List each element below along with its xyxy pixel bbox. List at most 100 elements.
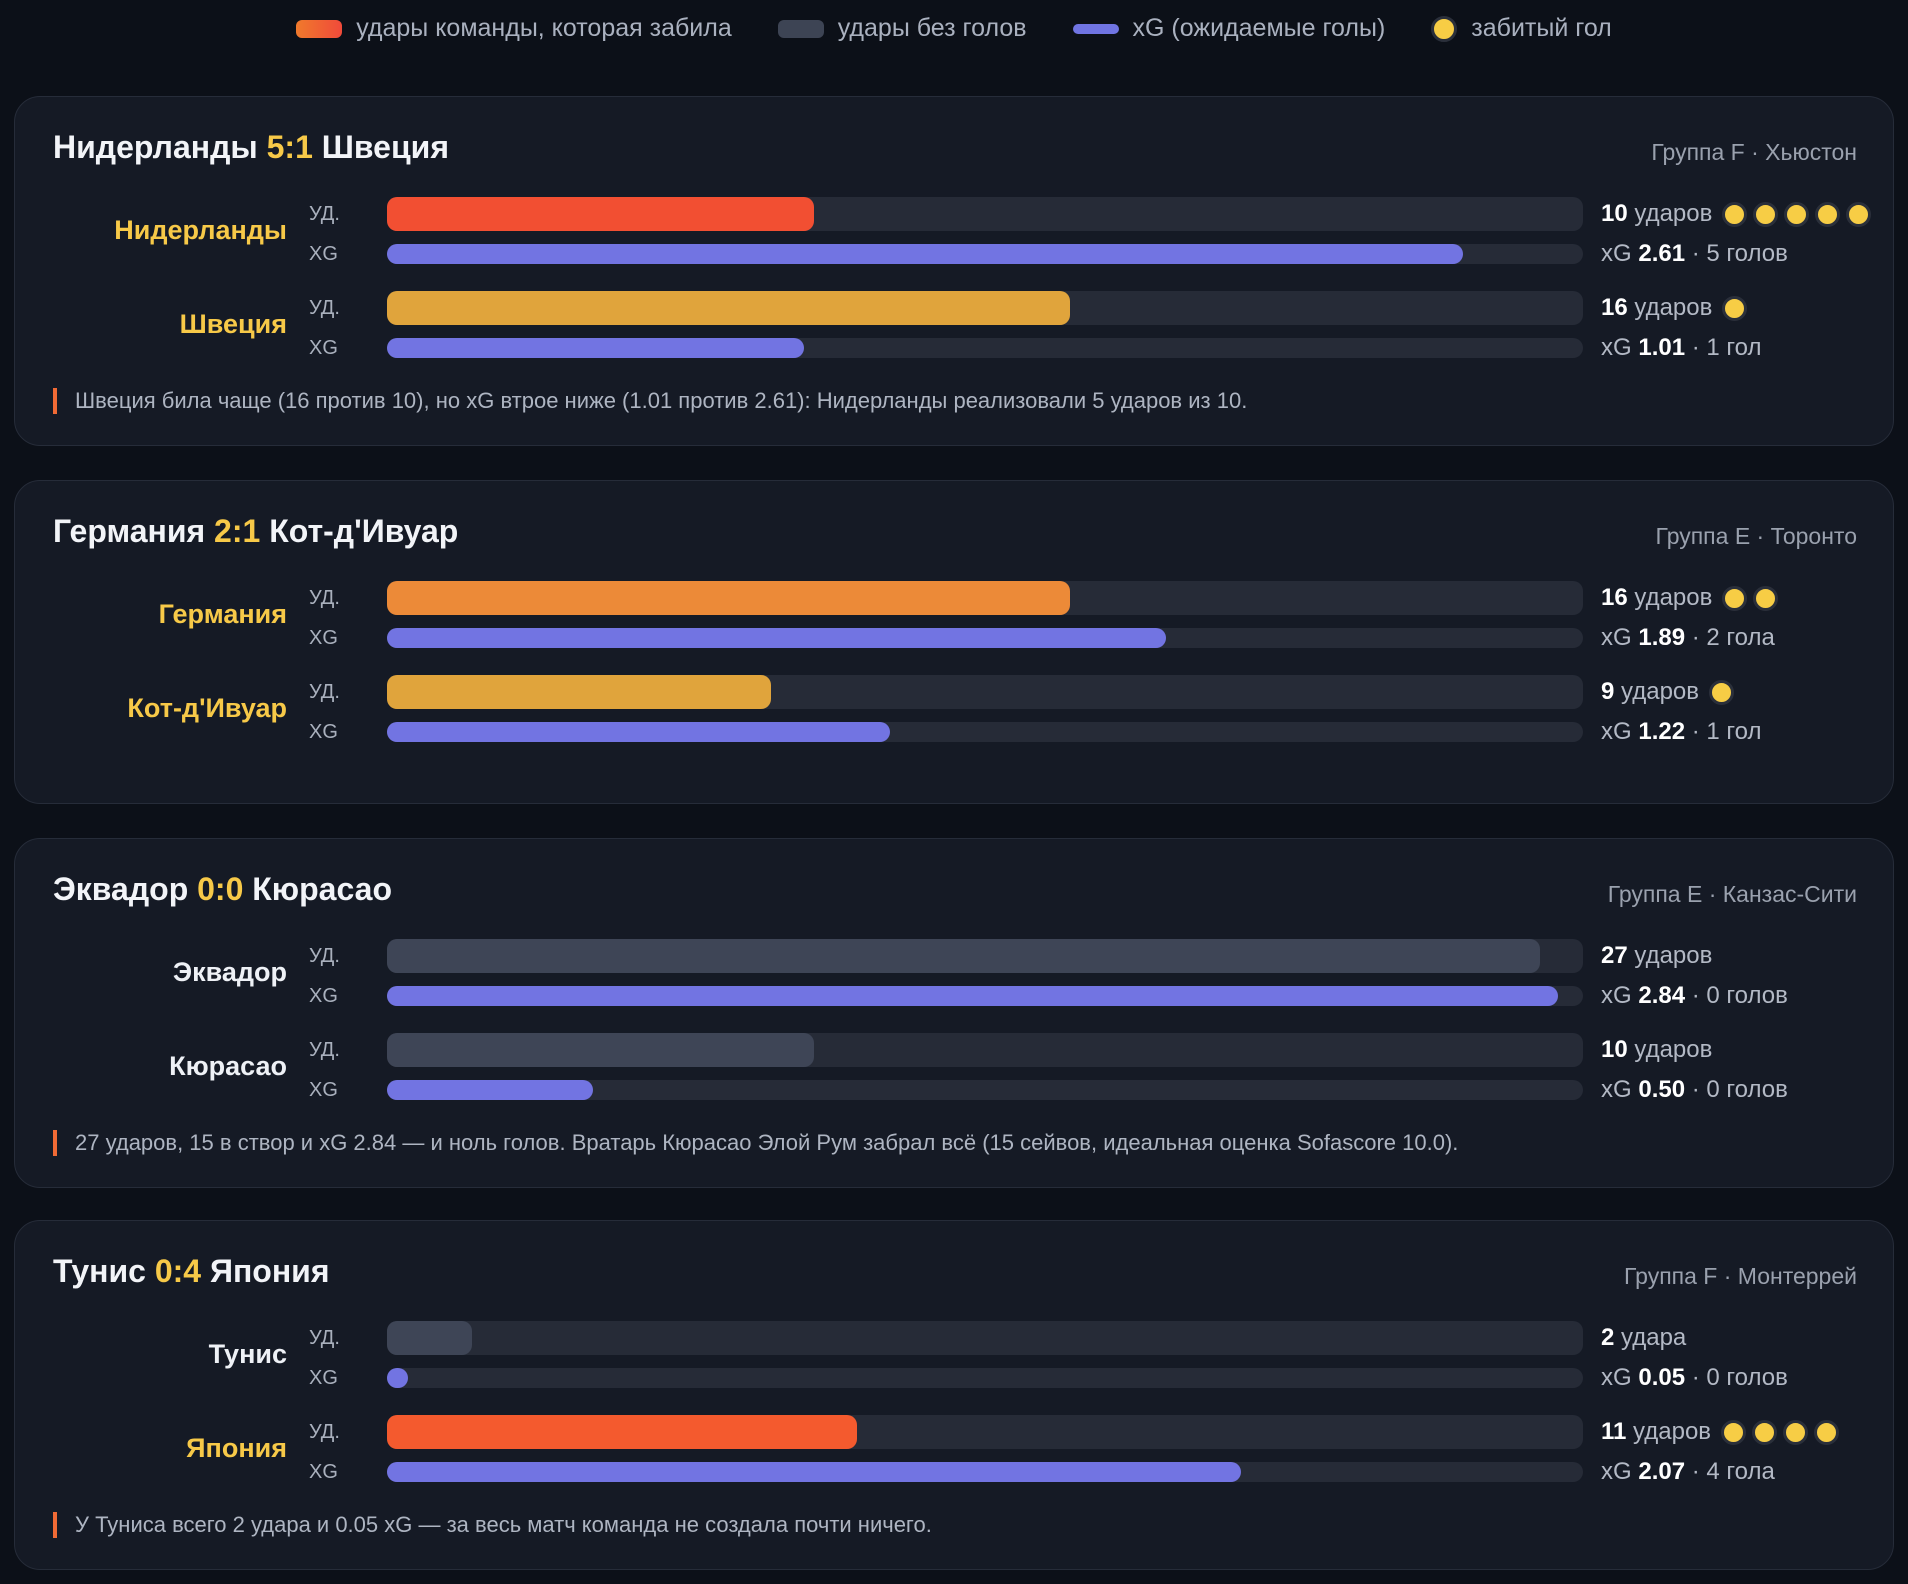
match-card: Нидерланды 5:1 Швеция Группа F · Хьюстон Н… <box>14 96 1894 446</box>
shots-bar <box>387 939 1541 973</box>
xg-number: 2.84 <box>1638 982 1686 1009</box>
team-name: Кот-д'Ивуар <box>127 693 287 723</box>
xg-value: xG 2.07 · 4 гола <box>1601 1457 1775 1487</box>
match-title: Нидерланды 5:1 Швеция <box>53 129 449 166</box>
shots-label: УД. <box>309 681 340 703</box>
shots-unit: ударов <box>1621 678 1700 705</box>
xg-bar <box>387 244 1464 264</box>
match-card: Германия 2:1 Кот-д'Ивуар Группа E · Торон… <box>14 480 1894 804</box>
goal-dot-icon <box>1722 585 1748 611</box>
shots-bar <box>387 1321 473 1355</box>
xg-prefix: xG <box>1601 334 1639 361</box>
shots-track <box>387 581 1583 615</box>
xg-track <box>387 628 1583 648</box>
goals-text: · 2 гола <box>1685 624 1775 651</box>
shots-count: 27 <box>1601 942 1628 969</box>
xg-prefix: xG <box>1601 1364 1639 1391</box>
legend-item: забитый гол <box>1431 14 1612 43</box>
shots-value: 10 ударов <box>1601 1035 1712 1065</box>
xg-track <box>387 338 1583 358</box>
match-title: Тунис 0:4 Япония <box>53 1253 330 1290</box>
xg-track <box>387 1368 1583 1388</box>
team-name: Германия <box>158 599 287 629</box>
match-title: Германия 2:1 Кот-д'Ивуар <box>53 513 458 550</box>
away-team: Кюрасао <box>252 871 392 907</box>
team-name: Япония <box>186 1433 287 1463</box>
goal-dot-icon <box>1721 1419 1747 1445</box>
shots-track <box>387 197 1583 231</box>
away-team: Швеция <box>321 129 449 165</box>
shots-track <box>387 1415 1583 1449</box>
legend-label: удары команды, которая забила <box>356 14 732 42</box>
shots-bar <box>387 1033 815 1067</box>
legend: удары команды, которая забила удары без г… <box>0 14 1908 43</box>
xg-prefix: xG <box>1601 982 1639 1009</box>
shots-value: 16 ударов <box>1601 293 1748 323</box>
shots-bar <box>387 581 1071 615</box>
shots-track <box>387 1321 1583 1355</box>
team-name: Тунис <box>208 1339 287 1369</box>
shots-value: 11 ударов <box>1601 1417 1840 1447</box>
xg-label: XG <box>309 985 338 1007</box>
shots-unit: ударов <box>1634 200 1713 227</box>
goal-dot-icon <box>1815 201 1841 227</box>
shots-unit: ударов <box>1634 584 1713 611</box>
xg-track <box>387 1462 1583 1482</box>
team-name: Эквадор <box>172 957 287 987</box>
xg-number: 2.07 <box>1638 1458 1686 1485</box>
home-team: Эквадор <box>53 871 189 907</box>
match-note: 27 ударов, 15 в створ и xG 2.84 — и ноль… <box>53 1130 1458 1156</box>
shots-count: 16 <box>1601 294 1628 321</box>
away-team: Япония <box>209 1253 330 1289</box>
home-team: Германия <box>53 513 206 549</box>
xg-label: XG <box>309 243 338 265</box>
xg-label: XG <box>309 1367 338 1389</box>
shots-unit: удара <box>1621 1324 1687 1351</box>
shots-unit: ударов <box>1633 1418 1712 1445</box>
shots-label: УД. <box>309 1327 340 1349</box>
shots-label: УД. <box>309 945 340 967</box>
goals-text: · 4 гола <box>1685 1458 1775 1485</box>
goal-dot-icon <box>1752 1419 1778 1445</box>
xg-track <box>387 1080 1583 1100</box>
goal-dots <box>1722 585 1779 611</box>
goal-dot-icon <box>1784 201 1810 227</box>
goal-dot-icon <box>1722 201 1748 227</box>
shots-bar <box>387 1415 857 1449</box>
goals-text: · 5 голов <box>1685 240 1788 267</box>
goals-text: · 0 голов <box>1685 1364 1788 1391</box>
shots-track <box>387 939 1583 973</box>
legend-xg-swatch <box>1072 23 1119 34</box>
goals-text: · 1 гол <box>1685 334 1762 361</box>
shots-count: 9 <box>1601 678 1615 705</box>
xg-prefix: xG <box>1601 240 1639 267</box>
goal-dots <box>1709 679 1735 705</box>
team-name: Кюрасао <box>169 1051 287 1081</box>
team-name: Швеция <box>179 309 287 339</box>
xg-label: XG <box>309 1079 338 1101</box>
xg-prefix: xG <box>1601 1076 1639 1103</box>
home-team: Нидерланды <box>53 129 258 165</box>
shots-value: 16 ударов <box>1601 583 1779 613</box>
legend-shots-swatch <box>777 19 824 38</box>
legend-goal-dot-icon <box>1431 15 1458 42</box>
xg-number: 0.05 <box>1638 1364 1686 1391</box>
xg-number: 1.89 <box>1638 624 1686 651</box>
goal-dot-icon <box>1846 201 1872 227</box>
goals-text: · 1 гол <box>1685 718 1762 745</box>
legend-label: забитый гол <box>1471 14 1612 42</box>
xg-bar <box>387 338 804 358</box>
xg-value: xG 1.22 · 1 гол <box>1601 717 1761 747</box>
xg-value: xG 0.05 · 0 голов <box>1601 1363 1788 1393</box>
goal-dots <box>1721 1419 1840 1445</box>
xg-track <box>387 244 1583 264</box>
shots-label: УД. <box>309 203 340 225</box>
xg-track <box>387 986 1583 1006</box>
shots-count: 16 <box>1601 584 1628 611</box>
xg-bar <box>387 1462 1241 1482</box>
match-meta: Группа E · Канзас-Сити <box>1607 881 1857 907</box>
match-meta: Группа F · Хьюстон <box>1651 139 1857 165</box>
goals-text: · 0 голов <box>1685 982 1788 1009</box>
shots-value: 9 ударов <box>1601 677 1735 707</box>
shots-track <box>387 291 1583 325</box>
